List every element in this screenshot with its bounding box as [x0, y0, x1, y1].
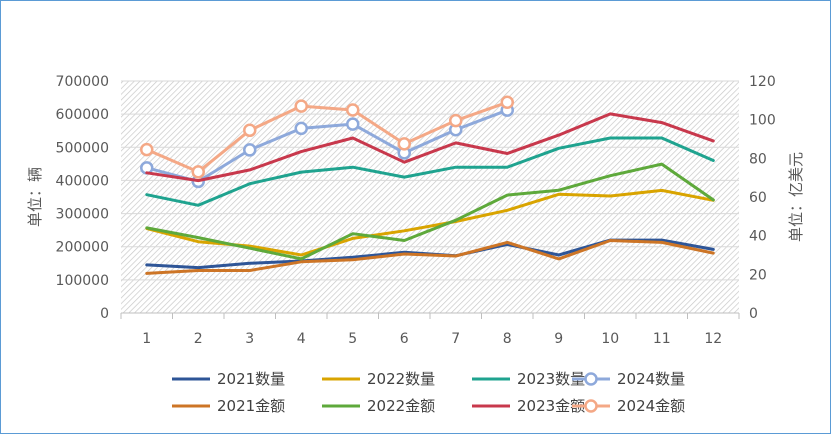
legend-label: 2023数量: [517, 370, 585, 388]
data-point: [243, 123, 257, 138]
legend-marker: [584, 399, 598, 413]
data-point: [191, 165, 205, 179]
series-line: [145, 100, 509, 174]
series-line: [145, 136, 715, 207]
series-2021金额: [145, 239, 715, 275]
data-point: [397, 137, 411, 151]
y-right-tick-label: 100: [749, 113, 776, 129]
data-point: [294, 121, 308, 136]
x-tick-label: 8: [503, 331, 512, 347]
series-2024金额: [140, 95, 514, 179]
x-tick-label: 11: [653, 331, 671, 347]
legend-label: 2021金额: [217, 397, 285, 415]
series-line: [145, 239, 715, 275]
y-right-tick-label: 20: [749, 267, 767, 283]
data-point: [500, 95, 514, 110]
x-tick-label: 4: [297, 331, 306, 347]
x-tick-label: 2: [194, 331, 203, 347]
plot-area: [121, 81, 739, 313]
data-point: [140, 142, 154, 157]
y-right-tick-label: 120: [749, 74, 776, 90]
y-left-tick-label: 200000: [56, 240, 109, 256]
legend-label: 2022金额: [367, 397, 435, 415]
legend-item: 2023数量: [472, 370, 585, 388]
data-point: [449, 113, 463, 128]
x-tick-label: 12: [704, 331, 722, 347]
x-tick-label: 3: [245, 331, 254, 347]
series-line: [145, 108, 509, 183]
series-2023金额: [145, 112, 715, 183]
y-left-tick-label: 700000: [56, 74, 109, 90]
x-tick-label: 1: [142, 331, 151, 347]
legend-item: 2021金额: [172, 397, 285, 415]
legend-label: 2024金额: [617, 397, 685, 415]
series-line: [145, 162, 715, 261]
y-left-tick-label: 500000: [56, 140, 109, 156]
axes: 0 100000 200000 300000 400000 500000 600000 700…: [56, 74, 776, 347]
y-left-tick-label: 400000: [56, 173, 109, 189]
series-lines: [140, 95, 715, 275]
x-tick-label: 9: [554, 331, 563, 347]
y-left-tick-label: 100000: [56, 273, 109, 289]
legend-item: 2024金额: [572, 397, 685, 415]
y-left-tick-label: 300000: [56, 207, 109, 223]
series-2022金额: [145, 162, 715, 261]
x-tick-label: 6: [400, 331, 409, 347]
y-right-tick-label: 80: [749, 151, 767, 167]
legend-label: 2022数量: [367, 370, 435, 388]
legend-item: 2021数量: [172, 370, 285, 388]
y-right-tick-label: 0: [749, 306, 758, 322]
legend-label: 2023金额: [517, 397, 585, 415]
series-2023数量: [145, 136, 715, 207]
data-point: [346, 117, 360, 131]
legend-item: 2022数量: [322, 370, 435, 388]
y-axis-label-left: 单位：辆: [26, 167, 44, 227]
y-right-tick-label: 60: [749, 190, 767, 206]
y-axis-label-right: 单位：亿美元: [787, 152, 805, 242]
y-right-tick-label: 40: [749, 229, 767, 245]
x-tick-label: 10: [601, 331, 619, 347]
legend-item: 2022金额: [322, 397, 435, 415]
legend-item: 2023金额: [472, 397, 585, 415]
legend: 2021数量 2022数量 2023数量 2024数量 2021金额 2022金额 2023…: [172, 370, 685, 415]
series-line: [145, 112, 715, 183]
legend-marker: [584, 372, 598, 386]
y-left-tick-label: 600000: [56, 107, 109, 123]
x-tick-label: 7: [451, 331, 460, 347]
y-left-tick-label: 0: [100, 306, 109, 322]
data-point: [243, 143, 257, 157]
data-point: [346, 103, 360, 117]
x-tick-label: 5: [348, 331, 357, 347]
legend-item: 2024数量: [572, 370, 685, 388]
legend-label: 2021数量: [217, 370, 285, 388]
legend-label: 2024数量: [617, 370, 685, 388]
data-point: [294, 99, 308, 113]
